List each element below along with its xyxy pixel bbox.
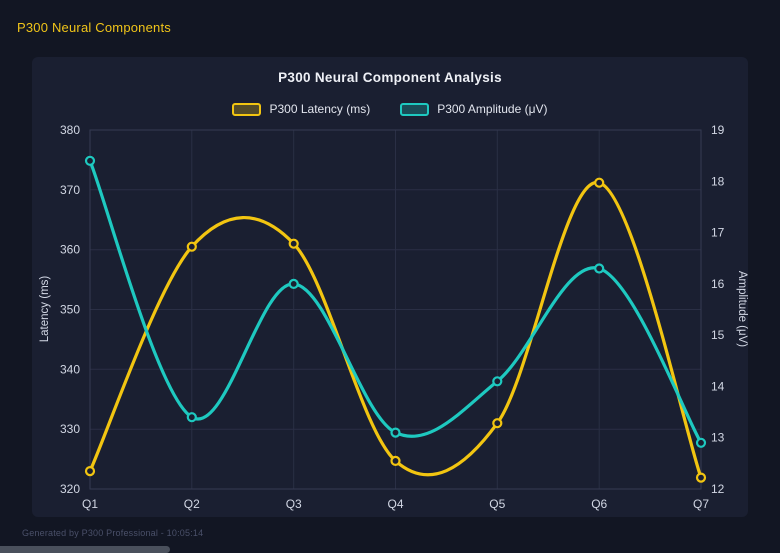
category-label: Q3 [286,497,302,511]
right-tick-label: 18 [711,174,725,188]
right-tick-label: 13 [711,431,725,445]
data-point [695,437,707,448]
data-point [186,241,197,252]
legend-item-latency[interactable]: P300 Latency (ms) [232,102,370,116]
data-point [288,238,299,249]
data-point [288,278,299,289]
left-axis-title: Latency (ms) [39,275,51,343]
left-tick-label: 360 [60,243,80,257]
legend-swatch-latency-icon [232,102,262,116]
page-title: P300 Neural Components [17,20,171,35]
left-tick-label: 340 [60,362,80,376]
right-tick-label: 12 [711,482,725,496]
category-label: Q2 [184,497,200,511]
chart-legend: P300 Latency (ms) P300 Amplitude (μV) [32,102,748,116]
data-point [695,472,707,483]
data-point [390,455,401,466]
right-tick-label: 15 [711,328,725,342]
data-point [594,177,605,188]
chart-panel: P300 Neural Component Analysis P300 Late… [32,57,748,517]
legend-item-amplitude[interactable]: P300 Amplitude (μV) [400,102,548,116]
legend-swatch-amplitude-icon [400,102,430,116]
chart-title: P300 Neural Component Analysis [278,70,502,85]
right-axis-title: Amplitude (μV) [736,270,748,348]
category-label: Q7 [693,497,709,511]
line-chart: 380 370 360 350 340 330 320 19 18 17 16 15 14 13 12 Q1 Q… [60,123,725,511]
data-point [84,155,96,166]
right-tick-label: 16 [711,277,725,291]
left-tick-label: 350 [60,303,80,317]
left-tick-label: 330 [60,422,80,436]
category-label: Q4 [387,497,403,511]
left-tick-label: 370 [60,183,80,197]
category-label: Q6 [591,497,607,511]
left-tick-label: 380 [60,123,80,137]
data-point [390,427,401,438]
data-point [594,263,605,274]
legend-label-amplitude: P300 Amplitude (μV) [437,102,548,116]
category-label: Q5 [489,497,505,511]
right-tick-label: 19 [711,123,725,137]
plot-border [89,129,702,490]
legend-label-latency: P300 Latency (ms) [269,102,371,116]
data-point [84,466,96,477]
category-label: Q1 [82,497,98,511]
left-tick-label: 320 [60,482,80,496]
data-point [492,376,503,387]
data-point [492,418,503,429]
footer-text: Generated by P300 Professional - 10:05:1… [22,528,204,538]
data-point [186,412,197,423]
right-tick-label: 17 [711,226,725,240]
scrollbar-fragment[interactable] [0,546,170,553]
right-tick-label: 14 [711,379,725,393]
